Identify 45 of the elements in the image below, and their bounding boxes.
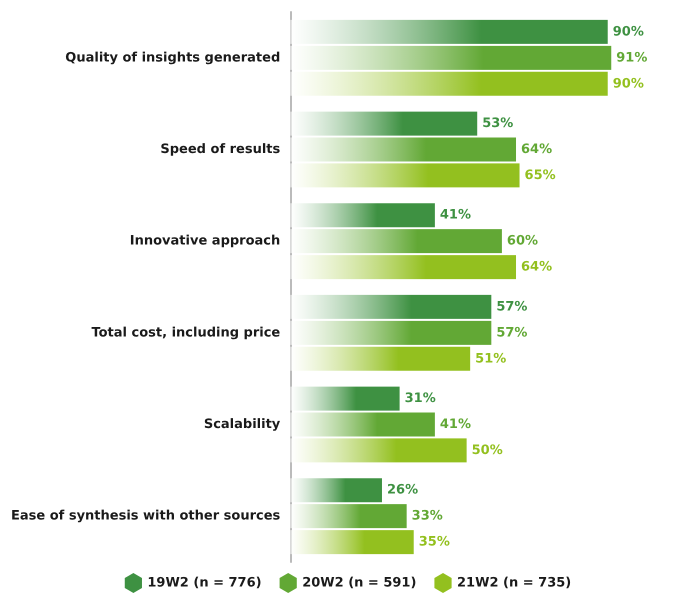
data-label: 64% (521, 142, 552, 157)
data-label: 91% (616, 50, 648, 66)
data-label: 90% (612, 76, 644, 92)
data-label: 90% (612, 24, 644, 40)
bar (290, 478, 382, 502)
legend-label: 20W2 (n = 591) (302, 576, 416, 590)
bar (290, 294, 492, 319)
data-label: 50% (472, 442, 503, 458)
y-tick-label: Quality of insights generated (65, 50, 280, 66)
data-label: 53% (482, 116, 514, 132)
bar (290, 438, 467, 462)
bar (290, 112, 478, 136)
bar (290, 530, 414, 554)
data-label: 51% (475, 351, 506, 366)
data-label: 64% (521, 260, 552, 275)
bar (290, 412, 435, 436)
data-label: 35% (418, 534, 450, 550)
data-label: 41% (440, 417, 472, 432)
data-label: 60% (506, 234, 538, 249)
bar (290, 203, 435, 228)
y-tick-label: Speed of results (160, 142, 281, 157)
data-label: 33% (412, 508, 443, 524)
data-label: 26% (386, 482, 418, 498)
bar (290, 20, 608, 44)
bar (290, 346, 470, 371)
data-label: 57% (496, 299, 528, 314)
legend-label: 21W2 (n = 735) (457, 576, 572, 590)
bar (290, 138, 516, 162)
y-tick-label: Innovative approach (130, 234, 280, 249)
bar (290, 163, 520, 188)
data-label: 31% (404, 391, 436, 406)
y-tick-label: Scalability (204, 417, 281, 432)
bar (290, 46, 612, 70)
y-tick-label: Total cost, including price (91, 325, 280, 340)
y-tick-label: Ease of synthesis with other sources (10, 508, 281, 524)
data-label: 57% (496, 325, 528, 340)
bar (290, 229, 502, 254)
bar (290, 72, 608, 96)
bar (290, 255, 516, 280)
bar (290, 320, 492, 345)
data-label: 41% (440, 208, 472, 223)
bar (290, 386, 400, 411)
legend-label: 19W2 (n = 776) (147, 576, 262, 590)
data-label: 65% (524, 168, 556, 183)
bar (290, 504, 407, 528)
